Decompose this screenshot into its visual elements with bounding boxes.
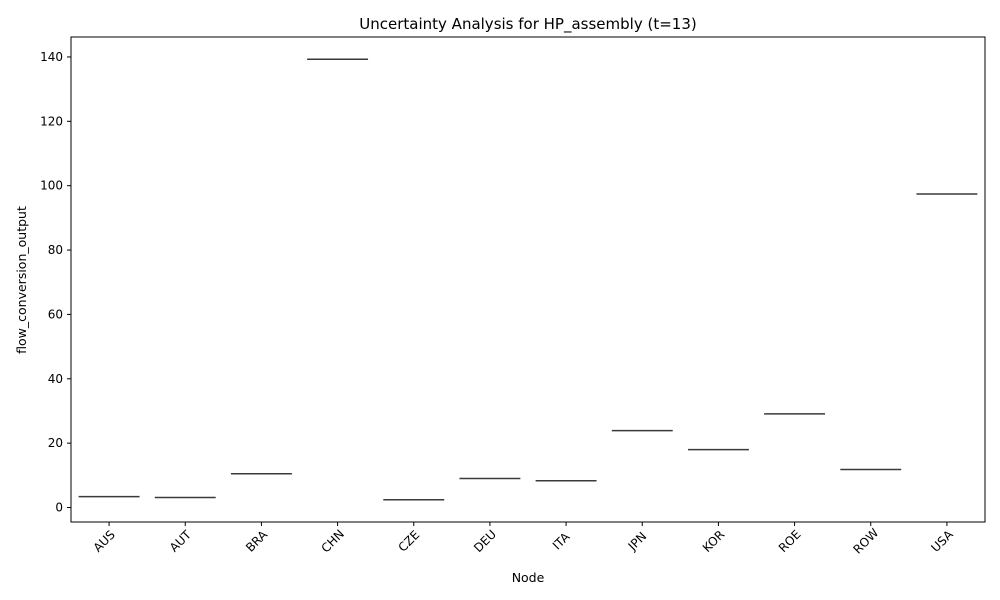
x-axis-title: Node bbox=[512, 570, 545, 585]
x-axis: AUS AUT BRA CHN CZE DEU ITA JPN KOR ROE ROW USA bbox=[91, 522, 956, 557]
y-tick-label: 120 bbox=[40, 114, 63, 128]
y-tick-label: 20 bbox=[48, 436, 63, 450]
axes-frame bbox=[70, 36, 986, 523]
chart-title: Uncertainty Analysis for HP_assembly (t=… bbox=[359, 15, 696, 34]
y-tick-label: 80 bbox=[48, 243, 63, 257]
y-tick-label: 100 bbox=[40, 179, 63, 193]
x-tick-label: DEU bbox=[471, 527, 499, 555]
y-tick-label: 140 bbox=[40, 50, 63, 64]
x-tick-label: BRA bbox=[243, 527, 271, 555]
x-tick-label: ROW bbox=[850, 526, 881, 557]
y-tick-label: 0 bbox=[55, 501, 63, 515]
x-tick-label: AUS bbox=[91, 528, 118, 555]
x-tick-label: AUT bbox=[167, 527, 195, 555]
x-tick-label: KOR bbox=[700, 527, 728, 555]
y-axis-title: flow_conversion_output bbox=[14, 206, 29, 354]
x-tick-label: ITA bbox=[550, 529, 573, 552]
x-tick-label: JPN bbox=[625, 529, 650, 554]
y-tick-label: 60 bbox=[48, 307, 63, 321]
y-axis: 0 20 40 60 80 100 120 140 bbox=[40, 50, 71, 515]
plot-area bbox=[70, 36, 986, 523]
y-tick-label: 40 bbox=[48, 372, 63, 386]
x-tick-label: CZE bbox=[395, 528, 422, 555]
x-tick-label: CHN bbox=[318, 527, 347, 556]
x-tick-label: ROE bbox=[776, 527, 804, 555]
x-tick-label: USA bbox=[928, 527, 956, 555]
